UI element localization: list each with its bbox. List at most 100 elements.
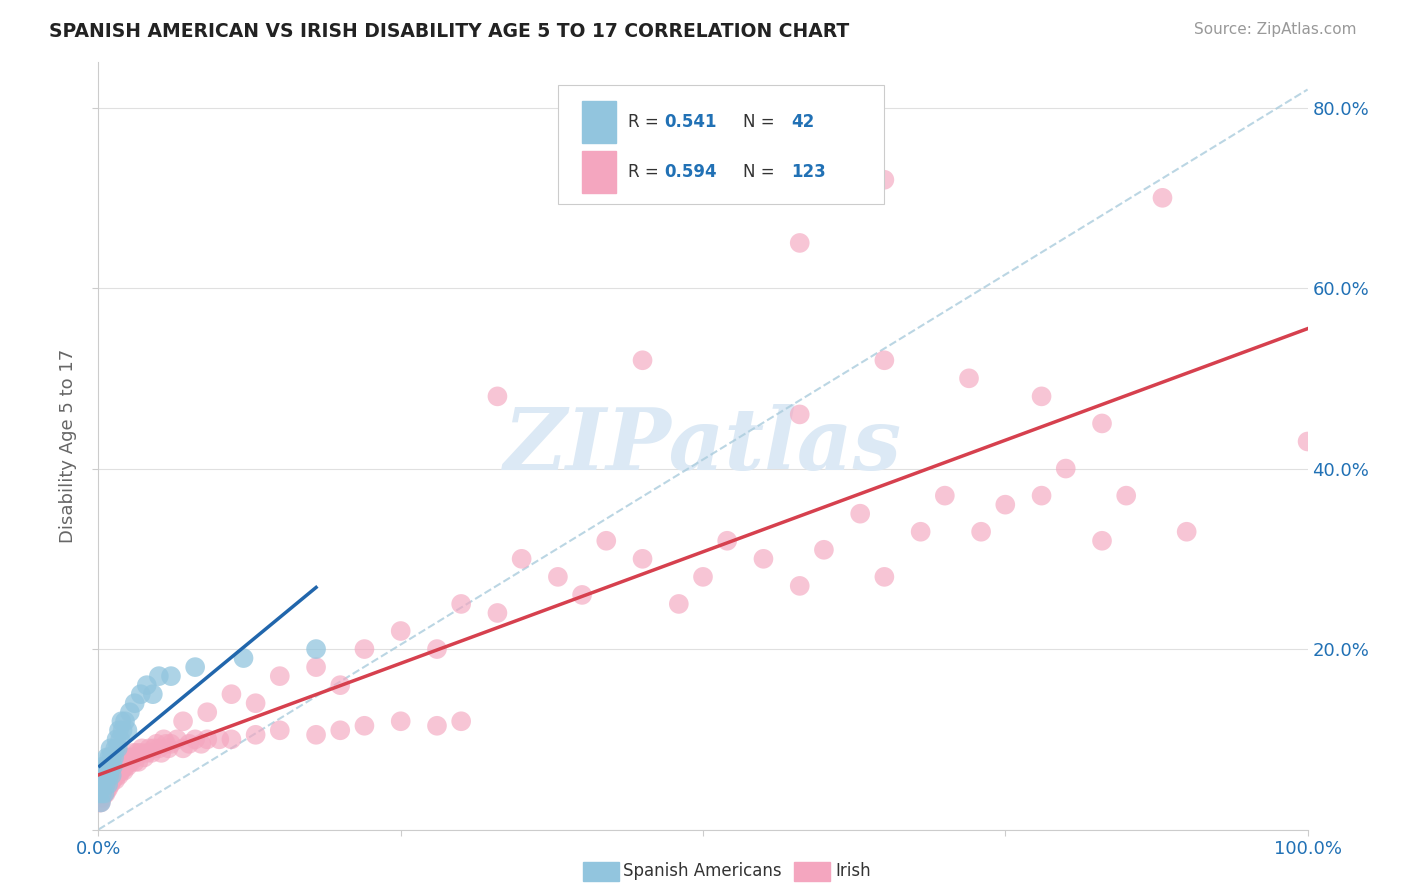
Text: SPANISH AMERICAN VS IRISH DISABILITY AGE 5 TO 17 CORRELATION CHART: SPANISH AMERICAN VS IRISH DISABILITY AGE… xyxy=(49,22,849,41)
Point xyxy=(94,759,117,773)
Point xyxy=(121,750,143,764)
Point xyxy=(141,746,163,760)
Point xyxy=(127,755,149,769)
Point xyxy=(105,764,128,778)
Point xyxy=(195,732,218,747)
Point xyxy=(107,764,129,778)
Point xyxy=(179,737,201,751)
Point xyxy=(122,746,145,760)
Point xyxy=(157,741,180,756)
Point xyxy=(716,533,738,548)
Point xyxy=(120,755,142,769)
Point xyxy=(450,714,472,729)
Point xyxy=(94,777,117,791)
Point xyxy=(104,772,127,787)
Point xyxy=(148,741,170,756)
Point xyxy=(105,768,128,782)
Point xyxy=(97,777,120,791)
Point xyxy=(166,732,188,747)
Point xyxy=(184,660,207,674)
Point xyxy=(970,524,993,539)
Point xyxy=(595,533,617,548)
Text: R =: R = xyxy=(628,113,664,131)
Point xyxy=(245,696,267,710)
Point xyxy=(108,759,131,773)
Point xyxy=(90,796,112,810)
Point xyxy=(631,353,654,368)
Point xyxy=(100,768,122,782)
Point xyxy=(108,764,131,778)
Point xyxy=(104,764,127,778)
Text: Irish: Irish xyxy=(835,863,870,880)
Point xyxy=(100,759,122,773)
Point xyxy=(98,768,121,782)
Point xyxy=(1296,434,1319,449)
Point xyxy=(389,714,412,729)
Point xyxy=(105,732,128,747)
Point xyxy=(111,723,134,738)
Point xyxy=(789,235,811,250)
Point xyxy=(108,755,131,769)
Point xyxy=(114,750,136,764)
Point xyxy=(98,768,121,782)
Point xyxy=(103,768,125,782)
Point xyxy=(112,759,135,773)
Point xyxy=(107,741,129,756)
Point xyxy=(269,723,291,738)
Text: ZIPatlas: ZIPatlas xyxy=(503,404,903,488)
Point xyxy=(110,759,132,773)
Point xyxy=(1152,191,1174,205)
Point xyxy=(101,772,124,787)
Point xyxy=(329,678,352,692)
Bar xyxy=(582,101,616,143)
Point xyxy=(152,732,174,747)
Point xyxy=(873,353,896,368)
Point xyxy=(100,768,122,782)
Point xyxy=(98,772,121,787)
Point xyxy=(94,768,117,782)
Point xyxy=(142,687,165,701)
Point xyxy=(100,772,122,787)
Point xyxy=(96,768,118,782)
Point xyxy=(93,768,115,782)
Point xyxy=(124,755,146,769)
Point xyxy=(114,759,136,773)
Text: R =: R = xyxy=(628,162,664,181)
Point xyxy=(90,796,112,810)
Point xyxy=(91,759,114,773)
Point xyxy=(98,777,121,791)
Point xyxy=(111,759,134,773)
Point xyxy=(96,777,118,791)
Point xyxy=(269,669,291,683)
Point xyxy=(118,750,141,764)
Bar xyxy=(582,151,616,193)
Point xyxy=(873,173,896,187)
Point xyxy=(232,651,254,665)
Text: Source: ZipAtlas.com: Source: ZipAtlas.com xyxy=(1194,22,1357,37)
Point xyxy=(112,764,135,778)
Point xyxy=(108,768,131,782)
Point xyxy=(353,719,375,733)
Point xyxy=(100,777,122,791)
Point xyxy=(89,796,111,810)
Point xyxy=(108,723,131,738)
Point xyxy=(115,755,138,769)
Point xyxy=(789,408,811,422)
Text: N =: N = xyxy=(742,162,780,181)
Point xyxy=(91,781,114,796)
Point xyxy=(117,723,139,738)
Point xyxy=(1091,533,1114,548)
Text: 0.594: 0.594 xyxy=(664,162,717,181)
Point xyxy=(110,714,132,729)
Point xyxy=(104,741,127,756)
Text: 0.541: 0.541 xyxy=(664,113,717,131)
Point xyxy=(486,389,509,403)
Point xyxy=(96,750,118,764)
Point xyxy=(143,741,166,756)
Point xyxy=(96,781,118,796)
Point xyxy=(91,768,114,782)
Point xyxy=(101,764,124,778)
Point xyxy=(1031,489,1053,503)
Point xyxy=(101,759,124,773)
Point xyxy=(118,705,141,719)
